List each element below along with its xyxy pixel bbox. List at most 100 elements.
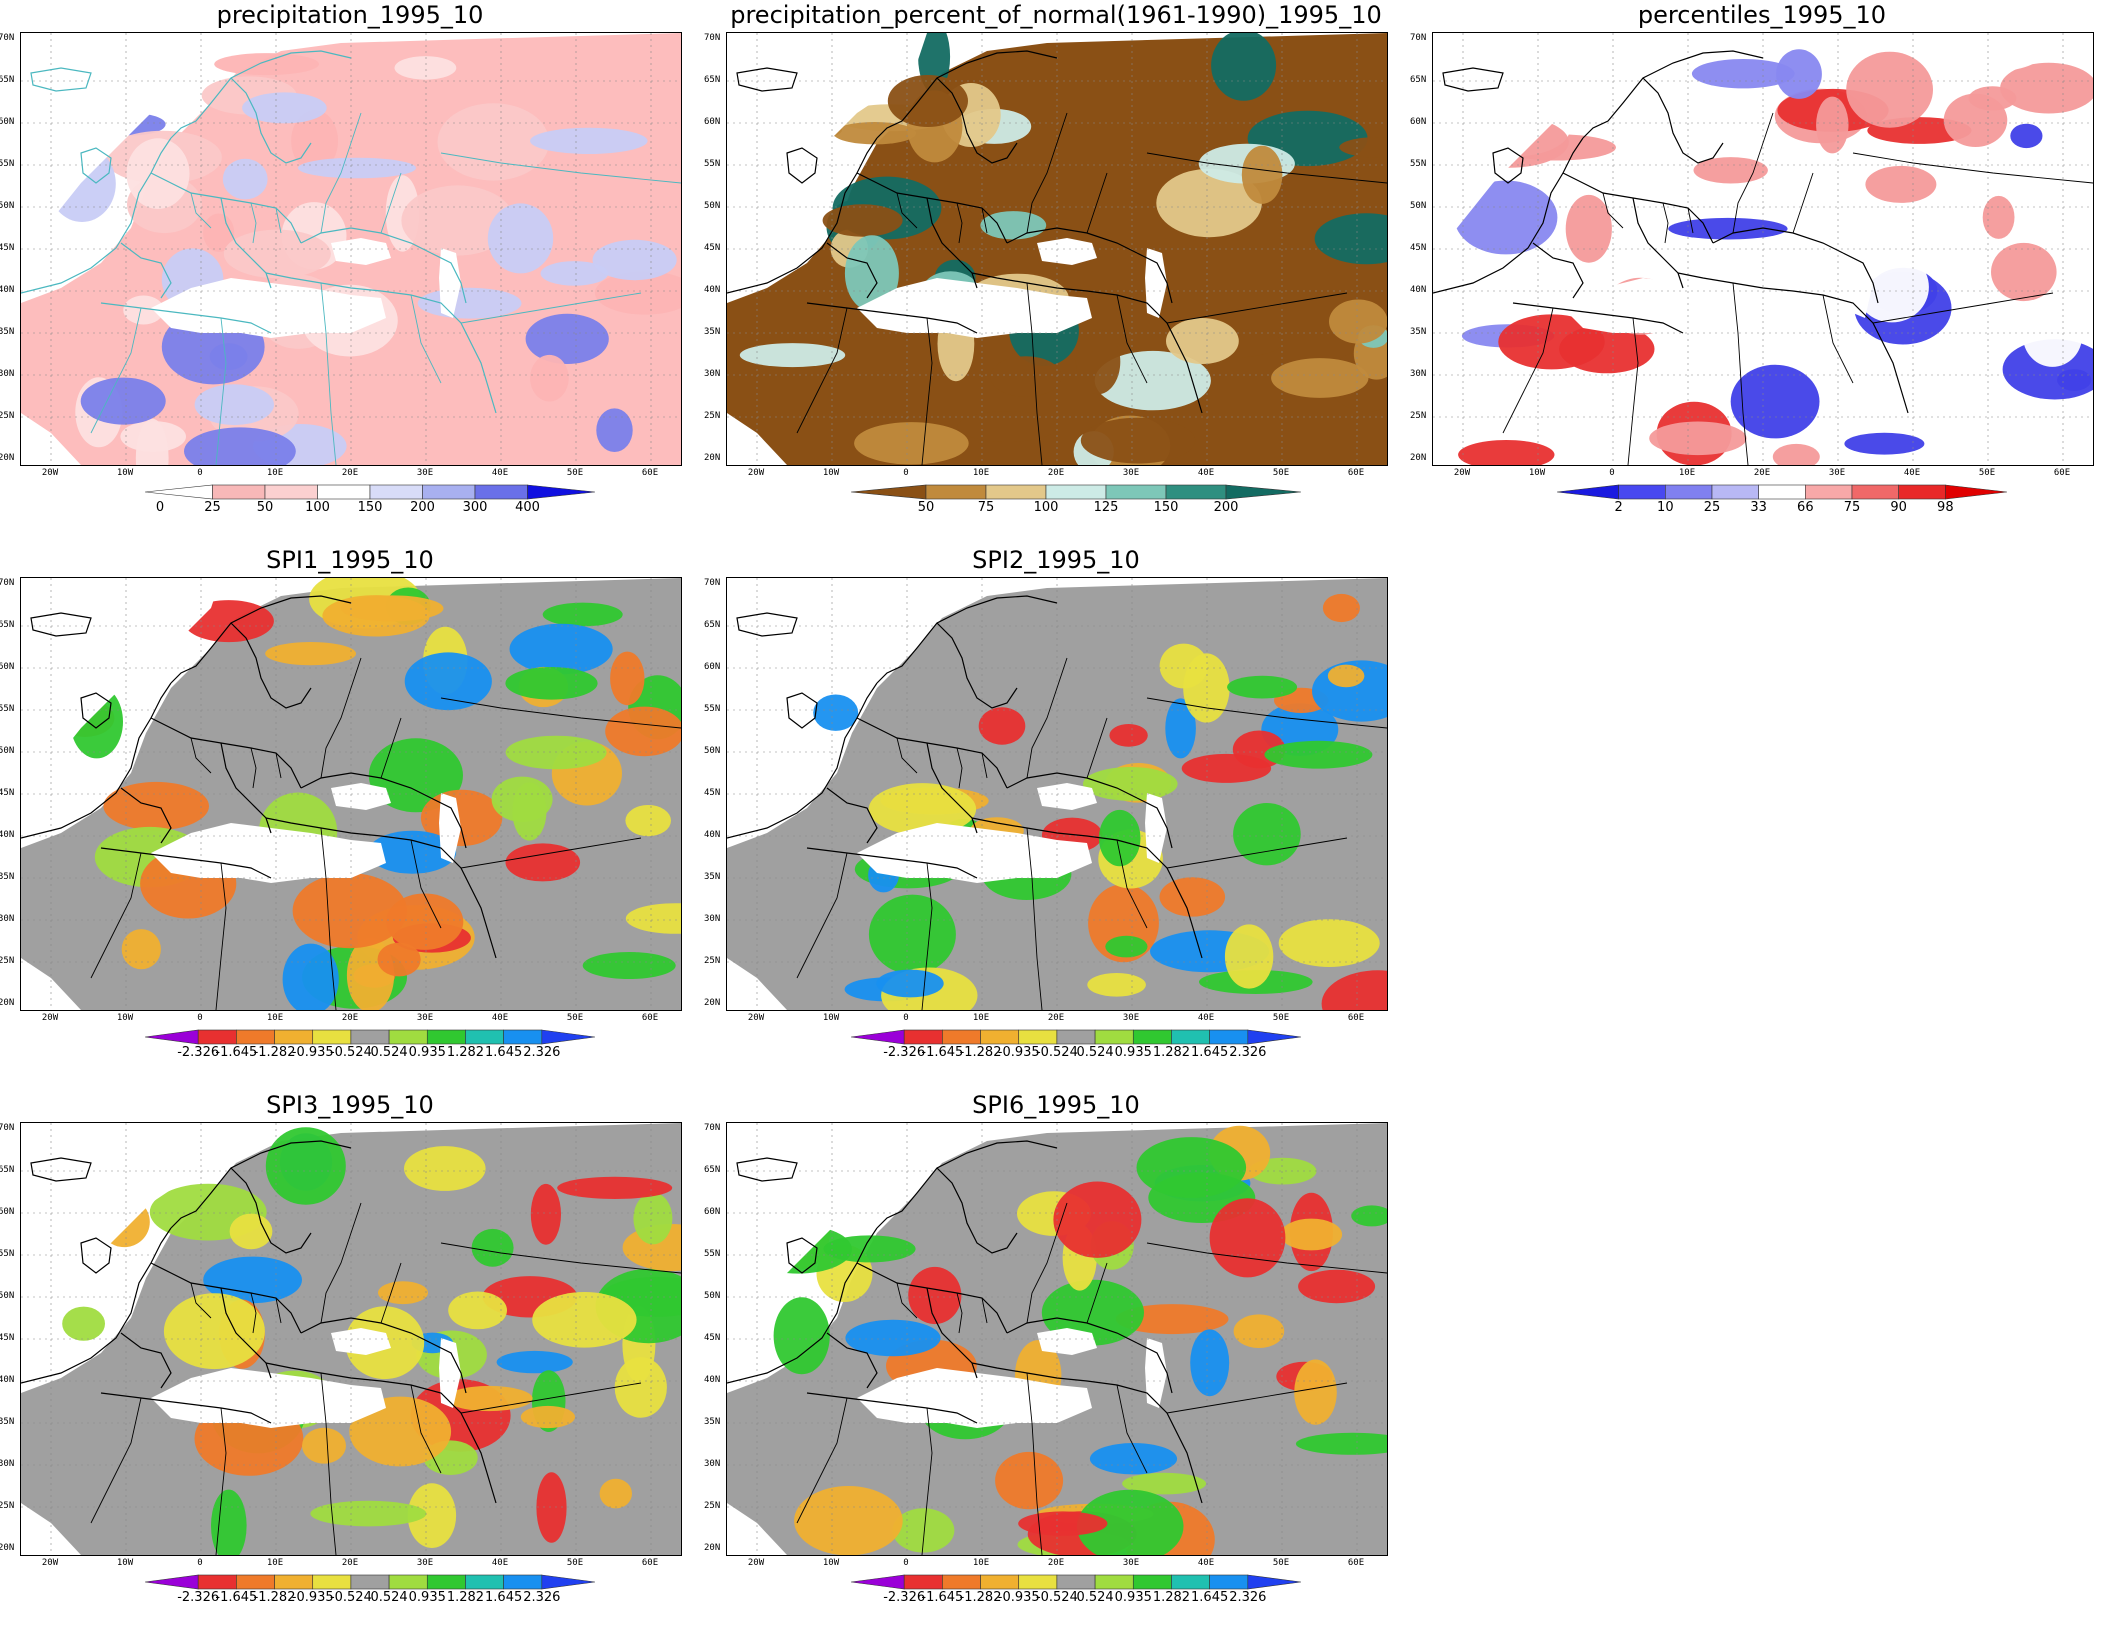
colorbar-segment xyxy=(980,1574,1020,1590)
colorbar-label: 2.326 xyxy=(1229,1590,1267,1605)
country-border xyxy=(250,747,257,789)
colorbar-label: 200 xyxy=(1213,500,1239,515)
data-region xyxy=(1329,299,1387,344)
map-plot-area xyxy=(20,1122,682,1556)
lat-tick-label: 55N xyxy=(704,159,721,169)
colorbar-segment xyxy=(851,1029,905,1045)
country-border xyxy=(1732,112,1774,234)
data-region xyxy=(292,873,407,949)
colorbar-segment xyxy=(903,1029,943,1045)
lon-tick-label: 20W xyxy=(41,1558,59,1568)
lat-tick-label: 65N xyxy=(704,620,721,630)
colorbar-segment xyxy=(1805,484,1853,500)
coastline xyxy=(1442,67,1504,92)
lon-tick-label: 0 xyxy=(197,468,203,478)
data-region xyxy=(401,185,514,256)
country-border xyxy=(921,862,933,1010)
data-region xyxy=(496,1350,573,1374)
data-region xyxy=(203,1256,302,1304)
colorbar-label: 75 xyxy=(1843,500,1861,515)
sea-area xyxy=(857,278,1092,338)
country-border xyxy=(796,1397,848,1524)
lon-tick-label: 50E xyxy=(1978,468,1996,478)
data-region xyxy=(126,138,190,209)
country-border xyxy=(921,317,933,465)
country-border xyxy=(1116,1384,1148,1474)
lat-tick-label: 70N xyxy=(1410,33,1427,43)
lat-tick-label: 30N xyxy=(1410,369,1427,379)
country-border xyxy=(1086,172,1108,234)
colorbar-label: -0.935 xyxy=(997,1590,1040,1605)
country-border xyxy=(410,839,442,929)
lon-tick-label: 30E xyxy=(1828,468,1846,478)
colorbar-label: -1.282 xyxy=(253,1045,296,1060)
colorbar-segment xyxy=(1557,484,1619,500)
colorbar-label: 0.935 xyxy=(1114,1590,1152,1605)
lat-tick-label: 70N xyxy=(704,1123,721,1133)
lon-tick-label: 0 xyxy=(903,468,909,478)
lon-tick-label: 10E xyxy=(972,1558,990,1568)
data-region xyxy=(377,942,421,977)
coastline xyxy=(736,612,798,637)
coastline xyxy=(806,1392,978,1424)
country-border xyxy=(981,207,988,234)
lat-tick-label: 65N xyxy=(0,75,15,85)
colorbar-segment xyxy=(274,1574,314,1590)
colorbar-segment xyxy=(465,1029,504,1045)
country-border xyxy=(1026,282,1043,465)
colorbar-segment xyxy=(1171,1574,1210,1590)
lat-tick-label: 55N xyxy=(704,704,721,714)
country-border xyxy=(190,192,212,229)
colorbar-label: 25 xyxy=(204,500,221,515)
colorbar-segment xyxy=(426,1029,466,1045)
lat-tick-label: 40N xyxy=(1410,285,1427,295)
lat-tick-label: 45N xyxy=(0,243,15,253)
country-border xyxy=(1687,207,1694,234)
lat-tick-label: 55N xyxy=(0,1249,15,1259)
map-panel: SPI3_1995_10 70N 65N 60N 55N 50N 45N 40N 35N 30N 2… xyxy=(0,1090,700,1630)
lon-tick-label: 60E xyxy=(2053,468,2071,478)
country-border xyxy=(1852,152,2093,184)
data-region xyxy=(530,354,569,402)
colorbar-segment xyxy=(1132,1574,1172,1590)
coastline xyxy=(300,1317,432,1344)
colorbar-segment xyxy=(1165,484,1227,500)
lat-tick-label: 70N xyxy=(0,578,15,588)
lat-tick-label: 60N xyxy=(0,662,15,672)
data-region xyxy=(2000,62,2093,114)
country-border xyxy=(215,317,227,465)
country-border xyxy=(460,837,642,869)
data-region xyxy=(1094,350,1211,411)
coastline xyxy=(806,847,978,879)
lon-tick-label: 60E xyxy=(641,1013,659,1023)
colorbar-label: -2.326 xyxy=(177,1045,220,1060)
data-region xyxy=(368,830,457,874)
coastline xyxy=(430,797,467,849)
colorbar-segment xyxy=(1758,484,1806,500)
country-border xyxy=(190,737,212,774)
data-region xyxy=(310,1500,427,1527)
lon-tick-label: 30E xyxy=(416,1013,434,1023)
data-region xyxy=(282,943,339,1010)
data-region xyxy=(1298,1269,1376,1304)
country-border xyxy=(250,202,257,244)
sea-area xyxy=(1037,1328,1097,1355)
data-region xyxy=(530,127,648,154)
coastline xyxy=(220,197,272,289)
lon-tick-label: 60E xyxy=(641,468,659,478)
country-border xyxy=(440,697,681,729)
map-panel: percentiles_1995_10 70N 65N 60N 55N 50N 45N 40N… xyxy=(1410,0,2106,540)
coastline xyxy=(971,817,1203,959)
coastline xyxy=(21,682,172,839)
map-plot-area xyxy=(1432,32,2094,466)
data-region xyxy=(1816,96,1849,154)
colorbar-label: -1.645 xyxy=(921,1045,964,1060)
sea-area xyxy=(21,33,221,273)
data-region xyxy=(80,377,166,425)
lon-tick-label: 20E xyxy=(1753,468,1771,478)
coastline xyxy=(1433,137,1584,294)
colorbar xyxy=(145,1574,595,1590)
lon-tick-label: 40E xyxy=(1197,468,1215,478)
colorbar-label: 100 xyxy=(305,500,330,515)
data-region xyxy=(340,595,444,622)
